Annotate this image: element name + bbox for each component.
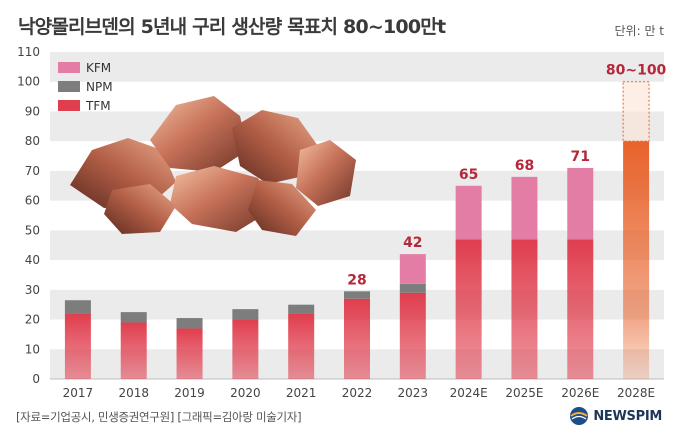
copper-ore-icon [70,96,356,236]
total-label-2028E: 80~100 [606,63,667,79]
y-tick-label: 80 [25,134,40,148]
bar-npm-2022 [344,291,370,299]
bar-target-low [623,141,650,379]
bar-tfm-2023 [399,292,426,379]
legend-swatch-npm [58,81,80,92]
legend-swatch-tfm [58,100,80,111]
y-tick-label: 0 [32,372,40,386]
bar-tfm-2026E [567,239,594,379]
y-tick-label: 70 [25,164,40,178]
y-tick-label: 50 [25,223,40,237]
x-tick-label: 2028E [617,386,655,400]
bar-tfm-2021 [288,313,315,379]
legend-label-npm: NPM [86,80,113,94]
bar-target-range [622,81,650,142]
bar-tfm-2019 [176,328,203,379]
y-tick-label: 30 [25,283,40,297]
bar-npm-2017 [64,300,91,314]
y-tick-label: 60 [25,194,40,208]
y-tick-label: 110 [17,45,40,59]
newspim-logo: NEWSPIM [569,406,662,426]
grid-band [50,111,664,142]
y-tick-label: 40 [25,253,40,267]
source-credit: [자료=기업공시, 민생증권연구원] [그래픽=김아랑 미술기자] [16,410,302,424]
bar-tfm-2022 [344,298,370,379]
bar-npm-2023 [399,283,426,293]
bar-npm-2019 [176,318,203,329]
bar-kfm-2023 [399,254,426,284]
x-tick-label: 2018 [118,386,149,400]
total-label-2022: 28 [347,272,366,288]
x-tick-label: 2023 [398,386,429,400]
legend-label-tfm: TFM [85,99,111,113]
bar-npm-2020 [232,309,259,320]
legend-label-kfm: KFM [86,61,111,75]
x-tick-label: 2024E [450,386,488,400]
y-tick-label: 20 [25,313,40,327]
total-label-2024E: 65 [459,167,478,183]
y-tick-label: 100 [17,75,40,89]
total-label-2023: 42 [403,235,422,251]
legend-swatch-kfm [58,62,80,73]
x-tick-label: 2026E [561,386,599,400]
y-tick-label: 10 [25,342,40,356]
bar-tfm-2017 [64,313,91,379]
chart-title: 낙양몰리브덴의 5년내 구리 생산량 목표치 80~100만t [18,16,446,38]
bar-tfm-2024E [455,239,482,379]
bar-tfm-2025E [511,239,538,379]
x-tick-label: 2019 [174,386,205,400]
bar-tfm-2018 [120,322,147,379]
bar-kfm-2025E [511,176,538,240]
grid-band [50,230,664,261]
y-tick-label: 90 [25,104,40,118]
x-tick-label: 2021 [286,386,317,400]
unit-label: 단위: 만 t [614,24,665,38]
bar-kfm-2024E [455,185,482,240]
grid-band [50,52,664,82]
bar-npm-2021 [288,304,315,314]
x-tick-label: 2017 [63,386,94,400]
bar-tfm-2020 [232,319,259,379]
bar-kfm-2026E [567,167,594,240]
x-tick-label: 2020 [230,386,261,400]
bar-npm-2018 [120,312,147,323]
logo-text: NEWSPIM [593,408,662,424]
x-tick-label: 2022 [342,386,373,400]
total-label-2025E: 68 [515,158,534,174]
x-tick-label: 2025E [505,386,543,400]
total-label-2026E: 71 [571,149,590,165]
globe-icon [570,407,589,425]
